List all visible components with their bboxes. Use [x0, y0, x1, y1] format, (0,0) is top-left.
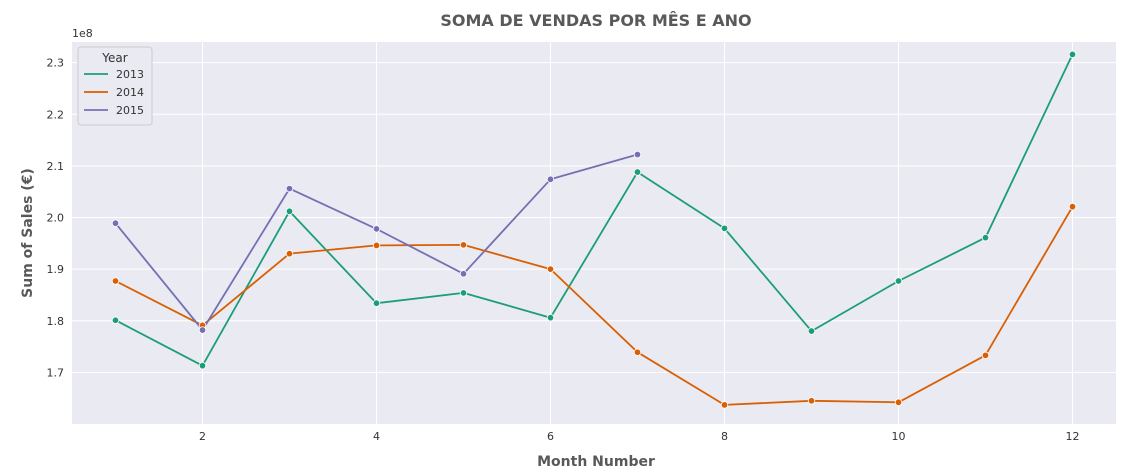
grid: [72, 42, 1116, 424]
data-point-2014: [807, 397, 816, 405]
data-point-2013: [633, 168, 642, 176]
y-tick-label: 2.3: [47, 57, 65, 70]
x-tick-labels: 2 4 6 8 10 12: [199, 430, 1080, 443]
data-point-2015: [546, 175, 555, 184]
y-axis-label: Sum of Sales (€): [20, 168, 36, 298]
x-axis-label: Month Number: [537, 454, 655, 470]
legend-label-2015: 2015: [116, 104, 144, 117]
x-tick-label: 4: [373, 430, 380, 443]
plot-background: [72, 42, 1116, 424]
x-tick-label: 10: [892, 430, 906, 443]
data-point-2013: [459, 289, 468, 297]
legend-label-2013: 2013: [116, 68, 144, 81]
series-line-2014: [115, 206, 1074, 406]
data-point-2014: [285, 249, 294, 258]
data-point-2013: [720, 224, 729, 233]
data-point-2014: [633, 348, 642, 356]
data-point-2013: [111, 316, 120, 324]
data-point-2014: [1068, 202, 1077, 211]
x-tick-label: 12: [1066, 430, 1080, 443]
data-point-2014: [372, 241, 381, 250]
y-tick-labels: 1.7 1.8 1.9 2.0 2.1 2.2 2.3: [47, 57, 65, 380]
legend-label-2014: 2014: [116, 86, 144, 99]
series-line-2013: [115, 54, 1074, 367]
data-point-2015: [111, 219, 120, 227]
legend-title: Year: [101, 51, 127, 65]
y-tick-label: 1.9: [47, 263, 65, 276]
series-points: [111, 50, 1077, 409]
data-point-2013: [546, 313, 555, 322]
data-point-2014: [720, 401, 729, 409]
data-point-2015: [459, 270, 468, 278]
data-point-2014: [981, 351, 990, 360]
chart-title: SOMA DE VENDAS POR MÊS E ANO: [440, 11, 751, 30]
y-offset-label: 1e8: [72, 27, 93, 40]
x-tick-label: 2: [199, 430, 206, 443]
data-point-2013: [981, 233, 990, 242]
y-tick-label: 1.8: [47, 315, 65, 328]
data-point-2015: [198, 326, 207, 334]
data-point-2014: [894, 398, 903, 407]
data-point-2013: [1068, 50, 1077, 59]
data-point-2013: [807, 327, 816, 335]
x-tick-label: 6: [547, 430, 554, 443]
data-point-2013: [285, 207, 294, 216]
y-tick-label: 2.2: [47, 108, 65, 121]
legend-box: [77, 46, 153, 126]
data-point-2015: [633, 150, 642, 159]
y-tick-label: 2.1: [47, 160, 65, 173]
data-point-2013: [198, 361, 207, 370]
data-point-2013: [894, 277, 903, 285]
x-tick-label: 8: [721, 430, 728, 443]
data-point-2014: [546, 265, 555, 273]
data-point-2015: [285, 184, 294, 193]
data-point-2013: [372, 299, 381, 307]
y-tick-label: 2.0: [47, 212, 65, 225]
data-point-2014: [111, 277, 120, 285]
y-tick-label: 1.7: [47, 366, 65, 379]
data-point-2015: [372, 225, 381, 233]
data-point-2014: [459, 241, 468, 249]
legend: Year 2013 2014 2015: [77, 46, 153, 126]
